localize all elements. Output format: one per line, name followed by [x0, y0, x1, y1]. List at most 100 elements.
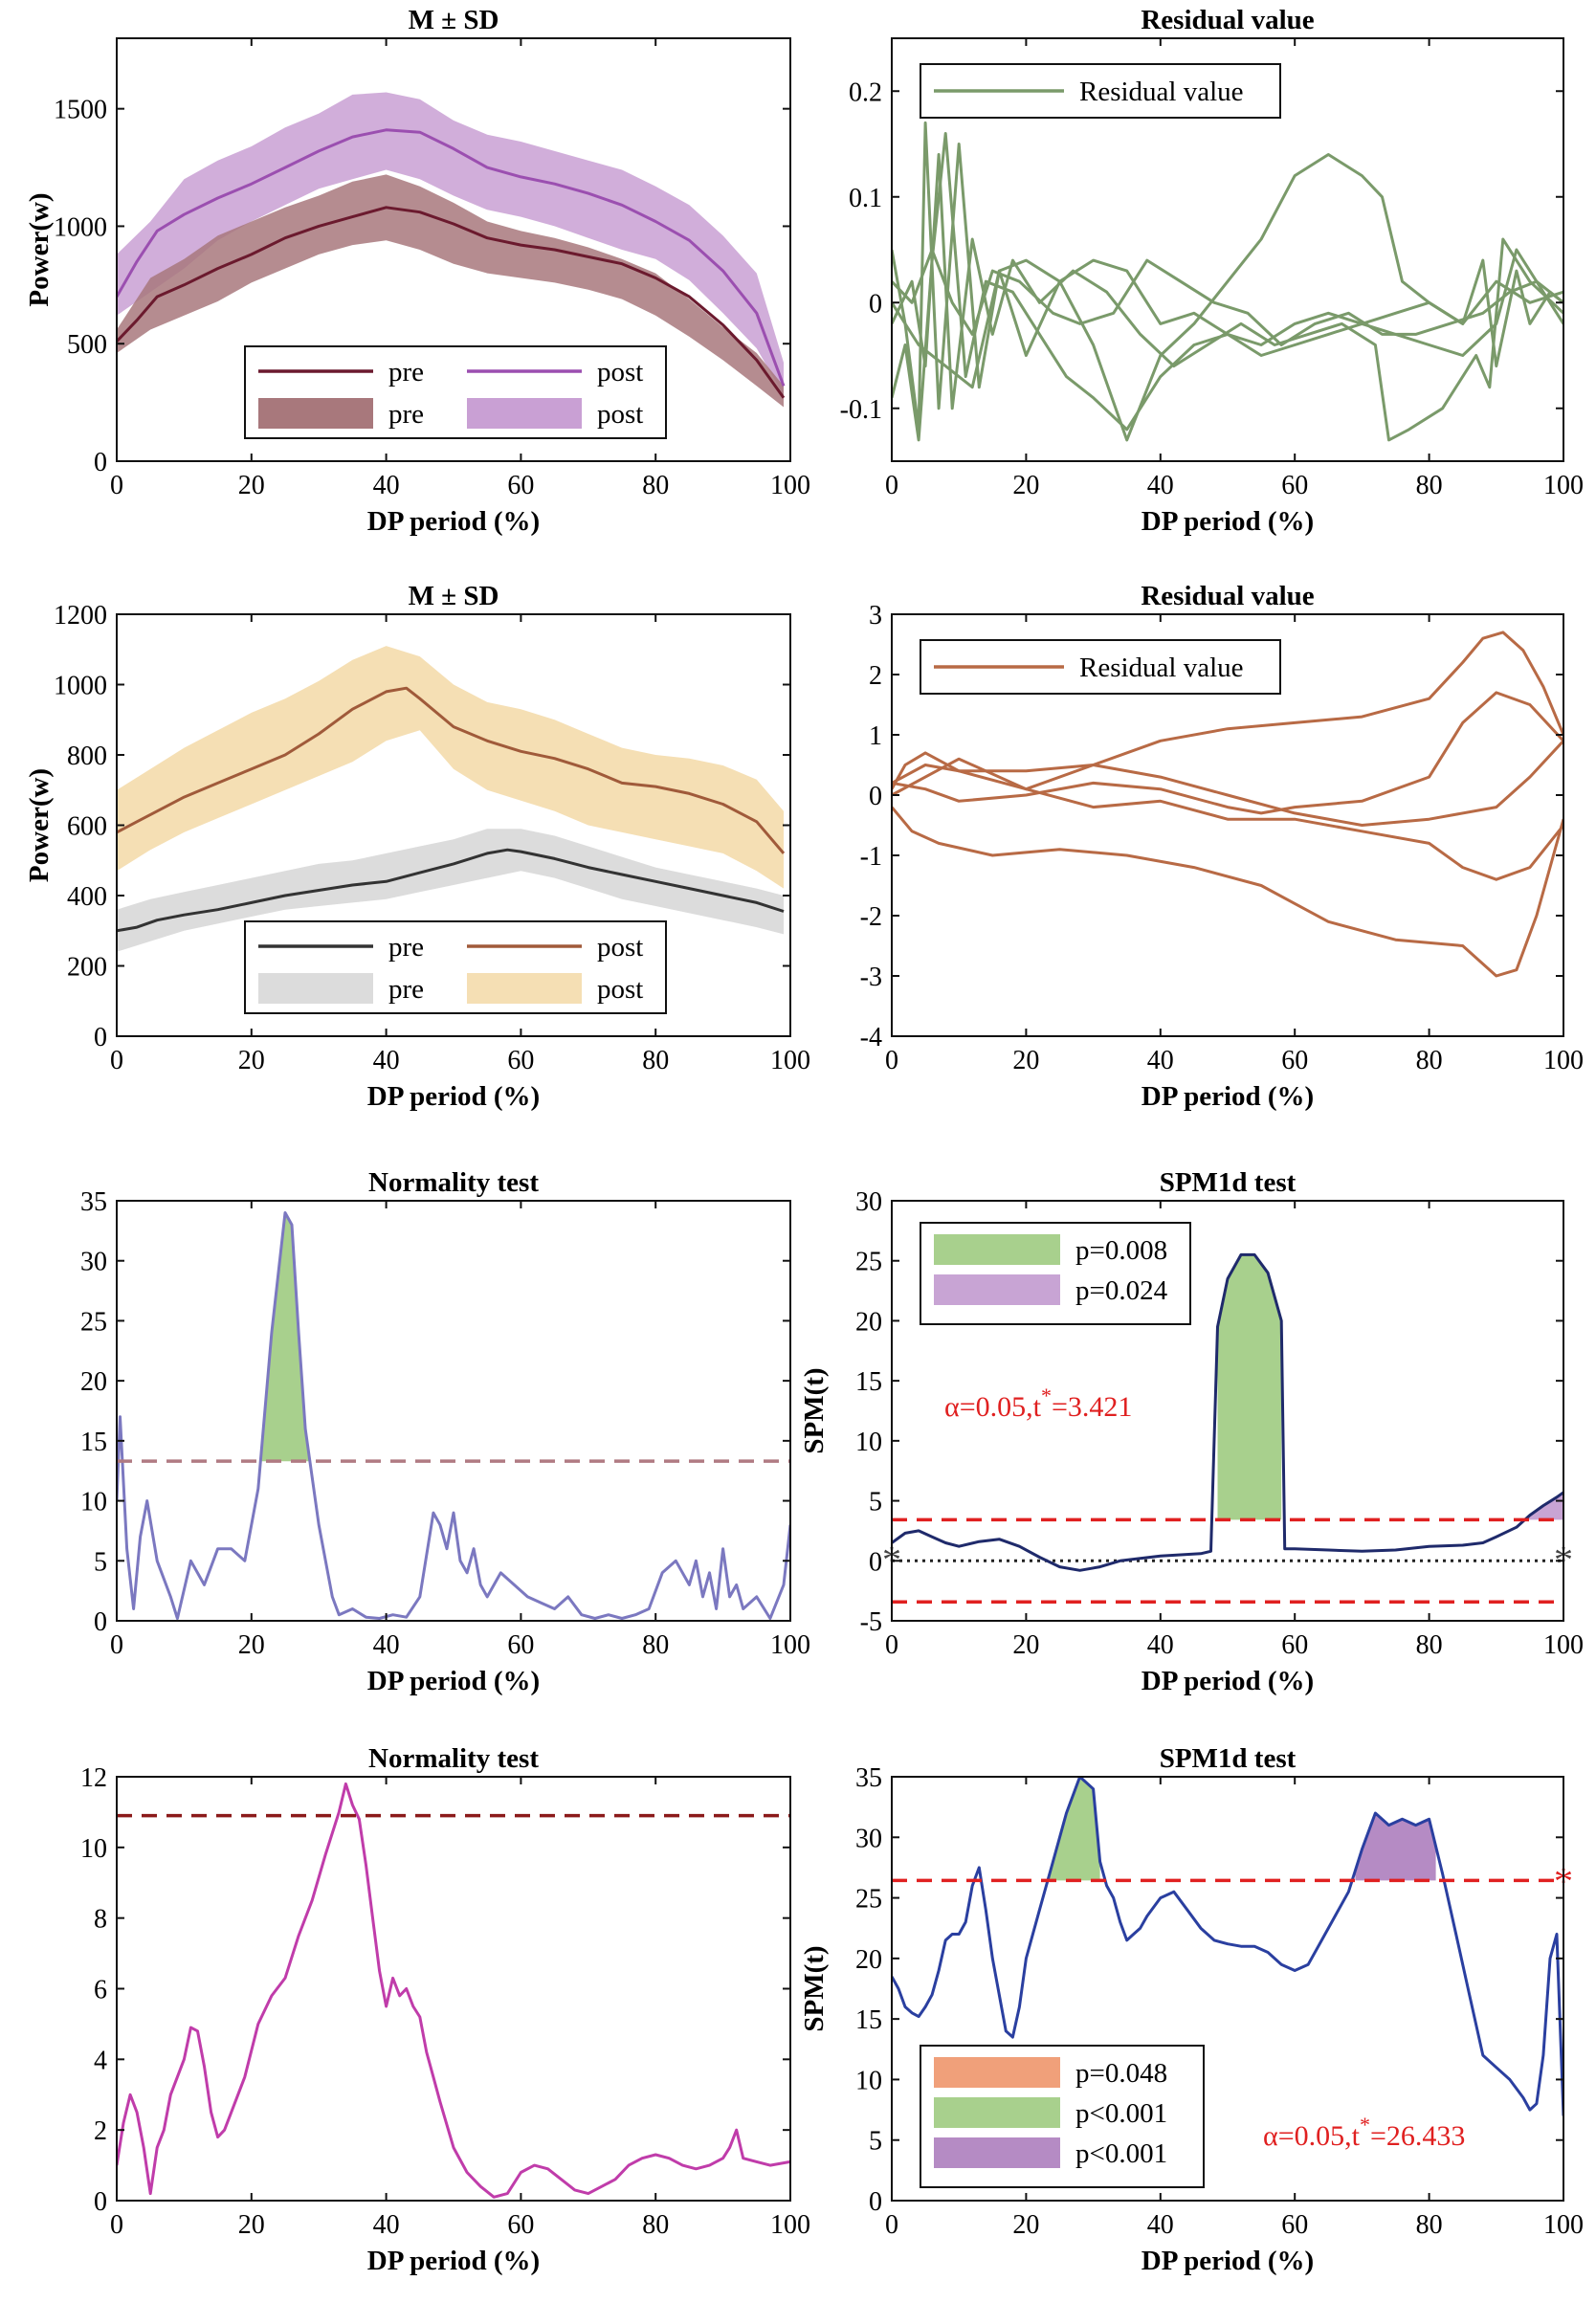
x-tick-label: 20	[1012, 471, 1039, 500]
x-tick-label: 80	[1416, 471, 1443, 500]
legend-swatch-patch	[934, 2057, 1060, 2088]
annotation-prefix: α=0.05,t	[944, 1391, 1042, 1423]
x-tick-label: 60	[507, 471, 534, 500]
x-tick-label: 0	[885, 1630, 898, 1660]
significance-fill-1	[1355, 1813, 1436, 1881]
legend-label: post	[597, 399, 643, 430]
y-tick-label: 0	[94, 1023, 107, 1052]
x-tick-label: 100	[1543, 1046, 1584, 1075]
x-tick-label: 40	[1147, 1046, 1174, 1075]
legend-swatch-patch	[934, 2097, 1060, 2128]
x-axis-label: DP period (%)	[1142, 1666, 1314, 1696]
y-tick-label: 0	[94, 1607, 107, 1637]
y-tick-label: 4	[94, 2046, 107, 2075]
y-tick-label: 2	[869, 661, 882, 691]
series-line-3	[892, 248, 1563, 346]
y-tick-label: 10	[855, 2066, 882, 2095]
axes-frame	[116, 37, 791, 462]
x-tick-label: 0	[885, 471, 898, 500]
x-axis-label: DP period (%)	[1142, 506, 1314, 537]
y-tick-label: 25	[80, 1307, 107, 1337]
x-axis-label: DP period (%)	[367, 1666, 540, 1696]
x-tick-label: 0	[110, 2210, 123, 2240]
x-tick-label: 20	[1012, 1630, 1039, 1660]
x-tick-label: 100	[770, 471, 810, 500]
y-tick-label: -5	[860, 1607, 882, 1637]
plot-area	[117, 92, 786, 408]
y-tick-label: 0	[94, 2187, 107, 2217]
x-tick-label: 40	[1147, 471, 1174, 500]
y-tick-label: 2	[94, 2116, 107, 2146]
annotation-sup: *	[1041, 1384, 1052, 1407]
legend: p=0.008 p=0.024	[920, 1222, 1191, 1325]
x-tick-label: 60	[507, 1630, 534, 1660]
y-tick-label: 0	[94, 448, 107, 477]
series-line-0	[892, 1777, 1563, 2116]
legend: pre post pre post	[244, 345, 667, 439]
y-tick-label: 0.1	[849, 184, 882, 213]
series-line-2	[117, 206, 786, 399]
y-tick-label: 20	[80, 1367, 107, 1397]
plot-area	[117, 1782, 790, 2199]
x-tick-label: 20	[238, 1630, 265, 1660]
legend-swatch-patch	[934, 1274, 1060, 1305]
annotation-suffix: =3.421	[1052, 1391, 1132, 1423]
y-tick-label: -1	[860, 842, 882, 872]
legend-swatch-patch	[934, 2137, 1060, 2168]
legend-box	[920, 63, 1281, 119]
y-tick-label: 0	[869, 289, 882, 319]
legend: Residual value	[920, 63, 1281, 119]
series-line-3	[117, 686, 786, 854]
x-tick-label: 80	[642, 2210, 669, 2240]
legend-label: pre	[388, 932, 424, 963]
y-tick-label: -0.1	[840, 395, 882, 425]
legend-label: p=0.048	[1075, 2058, 1167, 2089]
x-tick-label: 80	[642, 1046, 669, 1075]
y-tick-label: -2	[860, 902, 882, 932]
panel-p7: 0 20 40 60 80 100 0 2 4 6 8 10 12 Normality test DP pe…	[80, 1743, 810, 2276]
series-line-4	[892, 740, 1563, 827]
legend-swatch-patch	[934, 1234, 1060, 1265]
y-tick-label: 1500	[54, 96, 107, 125]
x-tick-label: 60	[1281, 1630, 1308, 1660]
legend-swatch-patch	[467, 398, 582, 429]
chart-title: Normality test	[368, 1167, 539, 1198]
y-tick-label: 200	[67, 953, 107, 983]
y-tick-label: 10	[80, 1834, 107, 1864]
y-tick-label: 400	[67, 882, 107, 912]
legend-label: p<0.001	[1075, 2138, 1167, 2169]
legend-swatch-patch	[258, 398, 373, 429]
x-tick-label: 20	[238, 2210, 265, 2240]
series-line-3	[117, 128, 786, 387]
x-tick-label: 40	[373, 471, 400, 500]
legend-swatch-patch	[258, 973, 373, 1004]
y-tick-label: 1000	[54, 212, 107, 242]
y-tick-label: -3	[860, 963, 882, 992]
significance-fill-1	[1519, 1492, 1563, 1520]
x-axis-label: DP period (%)	[367, 1081, 540, 1112]
annotation-suffix: =26.433	[1370, 2120, 1465, 2152]
y-tick-label: 30	[855, 1187, 882, 1217]
y-tick-label: 20	[855, 1945, 882, 1975]
x-tick-label: 100	[1543, 2210, 1584, 2240]
x-tick-label: 0	[110, 1630, 123, 1660]
y-tick-label: 0	[869, 2187, 882, 2217]
x-tick-label: 60	[507, 1046, 534, 1075]
y-tick-label: 600	[67, 812, 107, 842]
plot-area	[892, 1252, 1563, 1604]
x-axis-label: DP period (%)	[1142, 1081, 1314, 1112]
x-tick-label: 0	[885, 2210, 898, 2240]
chart-title: SPM1d test	[1160, 1167, 1297, 1198]
legend-label: pre	[388, 974, 424, 1005]
annotation-sup: *	[1360, 2113, 1370, 2137]
panel-p4: 0 20 40 60 80 100 -4 -3 -2 -1 0 1 2 3 Residual value DP…	[860, 581, 1584, 1112]
x-tick-label: 20	[1012, 1046, 1039, 1075]
significance-fill-0	[1217, 1254, 1282, 1520]
series-line-0	[117, 1782, 790, 2199]
y-tick-label: 5	[869, 2127, 882, 2157]
legend-label: p=0.024	[1075, 1275, 1168, 1306]
x-tick-label: 80	[1416, 1046, 1443, 1075]
y-axis-label: SPM(t)	[799, 1367, 830, 1453]
